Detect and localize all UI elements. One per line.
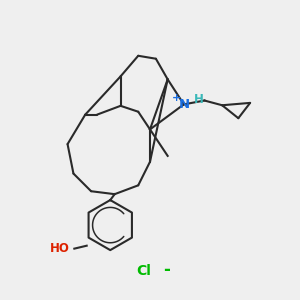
Text: Cl: Cl: [137, 264, 152, 278]
Text: N: N: [178, 98, 189, 111]
Text: -: -: [163, 260, 169, 278]
Text: H: H: [194, 93, 203, 106]
Text: +: +: [172, 93, 181, 103]
Text: HO: HO: [50, 242, 70, 255]
